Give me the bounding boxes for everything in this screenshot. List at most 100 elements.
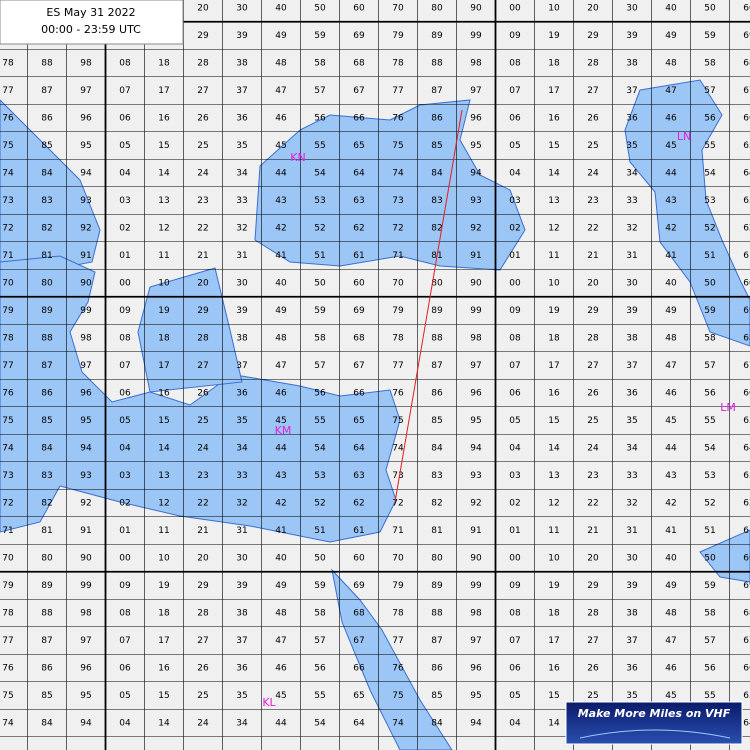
- square-label: 89: [431, 581, 443, 591]
- square-label: 00: [119, 279, 131, 289]
- logo-text: Make More Miles on VHF: [578, 707, 731, 720]
- square-label: 70: [392, 279, 404, 289]
- square-label: 90: [80, 554, 92, 564]
- square-label: 45: [275, 416, 286, 426]
- square-label: 59: [704, 31, 716, 41]
- square-label: 77: [2, 636, 13, 646]
- square-label: 11: [158, 251, 169, 261]
- square-label: 01: [119, 526, 130, 536]
- square-label: 59: [704, 581, 716, 591]
- square-label: 69: [353, 306, 365, 316]
- square-label: 33: [626, 471, 637, 481]
- square-label: 32: [236, 499, 247, 509]
- square-label: 12: [158, 499, 169, 509]
- square-label: 22: [197, 499, 208, 509]
- square-label: 32: [626, 499, 637, 509]
- square-label: 78: [2, 609, 14, 619]
- square-label: 03: [119, 196, 130, 206]
- square-label: 99: [470, 31, 482, 41]
- square-label: 49: [275, 581, 287, 591]
- square-label: 17: [548, 361, 559, 371]
- square-label: 25: [197, 416, 208, 426]
- square-label: 38: [236, 334, 248, 344]
- square-label: 59: [314, 306, 326, 316]
- square-label: 77: [392, 86, 403, 96]
- square-label: 09: [119, 581, 131, 591]
- square-label: 75: [392, 141, 403, 151]
- field-label: LM: [720, 401, 736, 414]
- square-label: 93: [470, 471, 481, 481]
- square-label: 64: [743, 169, 750, 179]
- square-label: 57: [704, 86, 715, 96]
- square-label: 32: [626, 224, 637, 234]
- square-label: 42: [665, 224, 676, 234]
- square-label: 69: [743, 306, 750, 316]
- square-label: 87: [41, 86, 52, 96]
- square-label: 04: [119, 719, 131, 729]
- field-label: KN: [290, 151, 305, 164]
- square-label: 74: [2, 719, 14, 729]
- square-label: 78: [392, 334, 404, 344]
- square-label: 96: [470, 114, 482, 124]
- square-label: 15: [548, 416, 559, 426]
- square-label: 51: [314, 526, 325, 536]
- square-label: 86: [431, 114, 443, 124]
- square-label: 68: [353, 334, 365, 344]
- square-label: 86: [41, 114, 53, 124]
- square-label: 56: [704, 389, 716, 399]
- square-label: 06: [119, 114, 131, 124]
- square-label: 55: [704, 141, 715, 151]
- square-label: 56: [314, 389, 326, 399]
- aegean: [137, 267, 243, 393]
- square-label: 14: [158, 719, 170, 729]
- square-label: 54: [704, 444, 716, 454]
- square-label: 76: [2, 114, 14, 124]
- square-label: 52: [704, 499, 715, 509]
- square-label: 87: [431, 636, 442, 646]
- square-label: 67: [743, 636, 750, 646]
- square-label: 30: [236, 4, 248, 14]
- square-label: 34: [236, 169, 248, 179]
- square-label: 58: [314, 609, 326, 619]
- square-label: 69: [743, 31, 750, 41]
- square-label: 79: [2, 581, 14, 591]
- square-label: 43: [275, 471, 286, 481]
- square-label: 54: [314, 719, 326, 729]
- square-label: 56: [314, 114, 326, 124]
- square-label: 47: [665, 636, 676, 646]
- square-label: 52: [704, 224, 715, 234]
- square-label: 07: [119, 636, 130, 646]
- square-label: 58: [314, 334, 326, 344]
- square-label: 27: [197, 636, 208, 646]
- square-label: 42: [665, 499, 676, 509]
- square-label: 76: [392, 389, 404, 399]
- square-label: 38: [236, 609, 248, 619]
- square-label: 85: [431, 141, 442, 151]
- square-label: 72: [2, 499, 13, 509]
- square-label: 04: [509, 719, 521, 729]
- square-label: 54: [704, 169, 716, 179]
- square-label: 46: [275, 389, 287, 399]
- square-label: 95: [80, 416, 91, 426]
- square-label: 04: [509, 169, 521, 179]
- square-label: 66: [743, 664, 750, 674]
- square-label: 94: [80, 719, 92, 729]
- square-label: 02: [509, 499, 520, 509]
- square-label: 99: [470, 306, 482, 316]
- square-label: 26: [587, 389, 599, 399]
- square-label: 63: [353, 196, 364, 206]
- square-label: 04: [119, 169, 131, 179]
- square-label: 23: [587, 196, 598, 206]
- square-label: 67: [353, 86, 364, 96]
- square-label: 85: [41, 141, 52, 151]
- square-label: 30: [626, 554, 638, 564]
- square-label: 08: [119, 59, 131, 69]
- square-label: 39: [626, 306, 638, 316]
- logo-background: [565, 701, 743, 745]
- square-label: 14: [158, 444, 170, 454]
- square-label: 87: [41, 361, 52, 371]
- square-labels: 70 80 90 00 10 20 30 40 50 60 70 80 90 00 10 20 30 40 50 60…: [2, 4, 750, 729]
- square-label: 06: [509, 389, 521, 399]
- square-label: 57: [314, 86, 325, 96]
- square-label: 91: [470, 526, 481, 536]
